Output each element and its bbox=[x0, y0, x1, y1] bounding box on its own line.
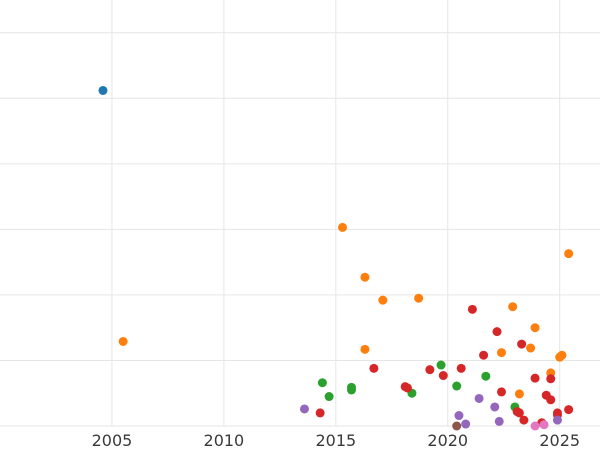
data-point-series-4 bbox=[456, 363, 466, 373]
data-point-series-2 bbox=[118, 336, 128, 346]
data-point-series-2 bbox=[338, 222, 348, 232]
x-tick-label: 2015 bbox=[315, 431, 356, 450]
data-point-series-4 bbox=[564, 405, 574, 415]
grid-layer bbox=[0, 0, 600, 427]
data-point-series-4 bbox=[479, 350, 489, 360]
data-point-series-2 bbox=[557, 350, 567, 360]
points-layer bbox=[98, 85, 574, 431]
x-tick-label: 2005 bbox=[92, 431, 133, 450]
data-point-series-5 bbox=[299, 404, 309, 414]
data-point-series-7 bbox=[530, 421, 540, 431]
data-point-series-3 bbox=[436, 360, 446, 370]
data-point-series-2 bbox=[526, 343, 536, 353]
data-point-series-4 bbox=[546, 395, 556, 405]
data-point-series-2 bbox=[508, 302, 518, 312]
data-point-series-4 bbox=[369, 363, 379, 373]
data-point-series-4 bbox=[546, 374, 556, 384]
data-point-series-3 bbox=[481, 371, 491, 381]
data-point-series-3 bbox=[324, 392, 334, 402]
data-point-series-2 bbox=[530, 323, 540, 333]
data-point-series-4 bbox=[496, 387, 506, 397]
data-point-series-2 bbox=[564, 249, 574, 259]
data-point-series-5 bbox=[454, 411, 464, 421]
data-point-series-4 bbox=[315, 408, 325, 418]
data-point-series-4 bbox=[402, 383, 412, 393]
data-point-series-2 bbox=[514, 389, 524, 399]
data-point-series-4 bbox=[492, 327, 502, 337]
data-point-series-4 bbox=[519, 415, 529, 425]
data-point-series-5 bbox=[552, 415, 562, 425]
data-point-series-2 bbox=[414, 293, 424, 303]
data-point-series-4 bbox=[517, 339, 527, 349]
data-point-series-1 bbox=[98, 85, 108, 95]
data-point-series-3 bbox=[452, 381, 462, 391]
data-point-series-4 bbox=[438, 371, 448, 381]
data-point-series-2 bbox=[360, 344, 370, 354]
data-point-series-3 bbox=[346, 385, 356, 395]
data-point-series-6 bbox=[452, 421, 462, 431]
data-point-series-4 bbox=[425, 365, 435, 375]
data-point-series-3 bbox=[317, 378, 327, 388]
data-point-series-4 bbox=[467, 304, 477, 314]
data-point-series-5 bbox=[474, 393, 484, 403]
data-point-series-4 bbox=[514, 408, 524, 418]
data-point-series-7 bbox=[539, 420, 549, 430]
data-point-series-5 bbox=[494, 416, 504, 426]
data-point-series-2 bbox=[360, 272, 370, 282]
data-point-series-2 bbox=[378, 295, 388, 305]
data-point-series-2 bbox=[496, 348, 506, 358]
x-tick-label: 2020 bbox=[427, 431, 468, 450]
x-tick-label: 2010 bbox=[204, 431, 245, 450]
x-tick-label: 2025 bbox=[539, 431, 580, 450]
x-axis-tick-labels: 2005 2010 2015 2020 2025 bbox=[92, 431, 580, 450]
data-point-series-4 bbox=[530, 373, 540, 383]
data-point-series-5 bbox=[461, 419, 471, 429]
data-point-series-5 bbox=[490, 402, 500, 412]
